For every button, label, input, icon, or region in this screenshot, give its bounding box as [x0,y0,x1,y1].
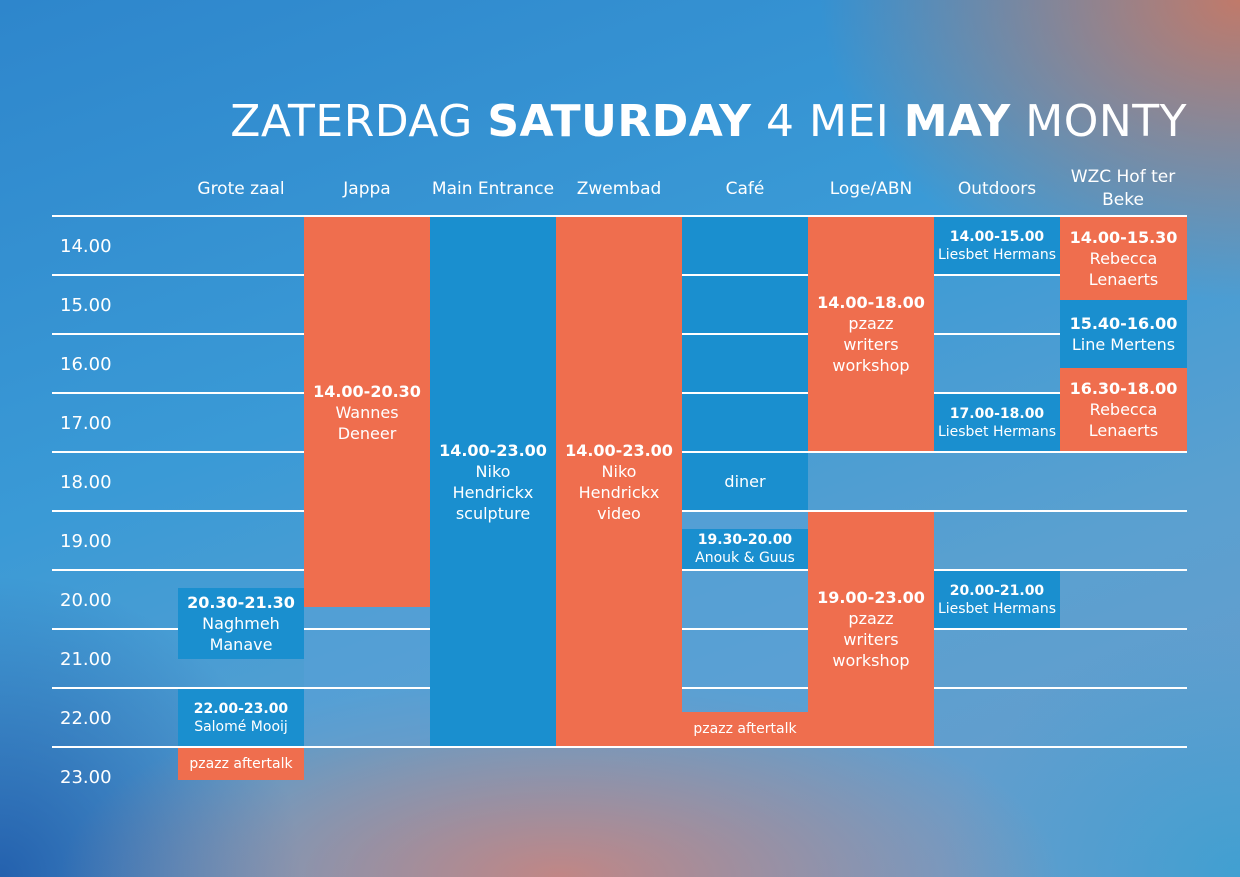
time-label: 22.00 [60,708,112,729]
event-name: diner [724,472,766,491]
event-name: pzazz aftertalk [189,756,293,772]
event-block[interactable]: 16.30-18.00 Rebecca Lenaerts [1060,368,1187,451]
time-label: 20.00 [60,590,112,611]
time-label: 21.00 [60,649,112,670]
event-name: Wannes Deneer [335,402,399,443]
title-venue: MONTY [1025,96,1187,147]
event-block[interactable]: 14.00-18.00 pzazz writers workshop [808,217,934,451]
column-header: Jappa [343,178,391,199]
event-block[interactable]: 14.00-23.00 Niko Hendrickx video [556,217,682,746]
event-time: 15.40-16.00 [1069,314,1178,333]
time-label: 16.00 [60,354,112,375]
time-label: 15.00 [60,295,112,316]
event-name: Anouk & Guus [695,550,795,566]
event-name: Liesbet Hermans [937,246,1057,263]
grid-line [52,215,1187,217]
event-name: Rebecca Lenaerts [1088,400,1159,440]
time-label: 17.00 [60,413,112,434]
event-block[interactable]: 19.00-23.00 pzazz writers workshop [808,512,934,746]
event-time: 17.00-18.00 [949,405,1045,422]
event-name: Liesbet Hermans [937,423,1057,440]
event-name: Niko Hendrickx video [578,461,660,523]
event-block[interactable]: 22.00-23.00 Salomé Mooij [178,689,304,746]
event-name: pzazz writers workshop [832,314,910,375]
event-time: 19.30-20.00 [697,532,793,548]
event-time: 14.00-23.00 [565,440,673,460]
title-en-month: MAY [903,96,1011,147]
event-block[interactable]: diner [682,453,808,510]
time-label: 23.00 [60,767,112,788]
time-label: 19.00 [60,531,112,552]
column-header: Loge/ABN [829,178,913,199]
event-name: Salomé Mooij [194,718,288,735]
event-time: 14.00-20.30 [313,381,421,401]
title-en-day: SATURDAY [487,96,752,147]
column-header: Outdoors [957,178,1037,199]
event-name: Naghmeh Manave [202,614,280,654]
column-header: Zwembad [576,178,662,199]
event-time: 14.00-18.00 [817,293,925,312]
event-block[interactable]: 19.30-20.00 Anouk & Guus [682,529,808,569]
event-block[interactable]: 14.00-23.00 Niko Hendrickx sculpture [430,217,556,746]
column-header: Café [725,178,765,199]
event-block[interactable]: pzazz aftertalk [178,748,304,780]
event-block[interactable]: 14.00-15.00 Liesbet Hermans [934,217,1060,274]
event-name: Rebecca Lenaerts [1088,249,1159,289]
event-block[interactable]: pzazz aftertalk [682,712,808,746]
column-header: Main Entrance [431,178,555,199]
event-time: 14.00-15.00 [949,228,1045,245]
event-block[interactable]: 20.30-21.30 Naghmeh Manave [178,588,304,659]
event-block[interactable]: 14.00-15.30 Rebecca Lenaerts [1060,217,1187,300]
event-time: 16.30-18.00 [1069,379,1178,398]
title-nl-date: 4 MEI [766,96,890,147]
title-nl-day: ZATERDAG [230,96,473,147]
event-block[interactable]: 20.00-21.00 Liesbet Hermans [934,571,1060,628]
time-label: 14.00 [60,236,112,257]
event-block[interactable]: 17.00-18.00 Liesbet Hermans [934,394,1060,451]
page-title: ZATERDAG SATURDAY 4 MEI MAY MONTY [230,96,1187,147]
event-block[interactable]: 14.00-20.30 Wannes Deneer [304,217,430,607]
jappa-evening-background [304,607,430,747]
event-time: 14.00-23.00 [439,440,547,460]
event-time: 20.00-21.00 [949,582,1045,599]
event-name: Niko Hendrickx sculpture [452,461,534,523]
event-name: Liesbet Hermans [937,600,1057,617]
event-time: 14.00-15.30 [1069,228,1178,247]
column-header: Grote zaal [197,178,285,199]
event-time: 20.30-21.30 [187,593,295,612]
grid-line [52,746,1187,748]
event-name: pzazz aftertalk [693,721,797,737]
column-header: WZC Hof ter Beke [1070,167,1176,210]
time-label: 18.00 [60,472,112,493]
event-name: pzazz writers workshop [832,609,910,670]
event-block[interactable]: 15.40-16.00 Line Mertens [1060,300,1187,368]
event-time: 19.00-23.00 [817,588,925,607]
event-name: Line Mertens [1071,335,1176,354]
event-time: 22.00-23.00 [193,700,289,717]
